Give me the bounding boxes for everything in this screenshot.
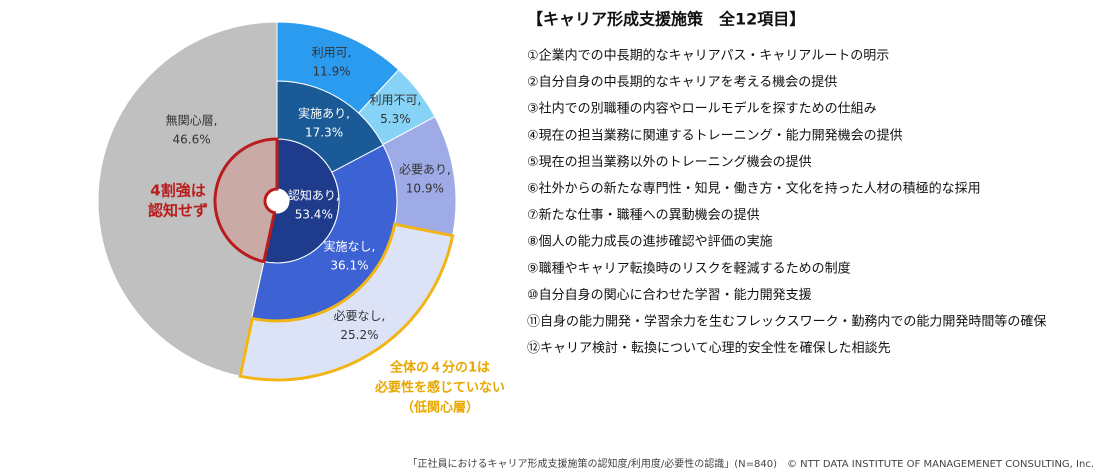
segment-label: 実施なし, [324,239,376,254]
highlight-outline [213,137,279,264]
segment-label: 認知あり, [288,187,340,202]
segment-value-label: 36.1% [330,259,368,273]
highlight-outline [238,222,455,382]
list-item: ⑪自身の能力開発・学習余力を生むフレックスワーク・勤務内での能力開発時間等の確保 [527,314,1046,330]
segment-label: 必要あり, [399,163,451,177]
list-item: ①企業内での中長期的なキャリアパス・キャリアルートの明示 [527,48,889,64]
center-hole [267,191,287,211]
segment-label: 利用不可, [370,93,422,107]
segment-value-label: 46.6% [172,133,210,147]
footer: 「正社員におけるキャリア形成支援施策の認知度/利用度/必要性の認識」(N=840… [408,457,1095,470]
segment-value-label: 17.3% [305,126,343,140]
annotation: 認知せず [148,202,208,220]
list-item: ②自分自身の中長期的なキャリアを考える機会の提供 [527,74,837,90]
annotation: 必要性を感じていない [374,380,505,396]
list-item: ⑩自分自身の関心に合わせた学習・能力開発支援 [527,287,812,303]
annotation: （低関心層） [401,400,479,416]
segment-value-label: 25.2% [340,328,378,342]
annotation: 4割強は [150,182,205,200]
segment-value-label: 10.9% [406,182,444,196]
list-item: ③社内での別職種の内容やロールモデルを探すための仕組み [527,101,877,117]
segment-label: 利用可, [312,45,352,59]
segment-value-label: 53.4% [295,207,333,221]
list-item: ⑤現在の担当業務以外のトレーニング機会の提供 [527,154,812,170]
list-item: ⑨職種やキャリア転換時のリスクを軽減するための制度 [527,260,851,276]
segment-label: 無関心層, [166,113,218,128]
list-item: ⑫キャリア検討・転換について心理的安全性を確保した相談先 [527,340,891,356]
list-item: ⑥社外からの新たな専門性・知見・働き方・文化を持った人材の積極的な採用 [527,181,981,197]
panel-title: 【キャリア形成支援施策 全12項目】 [527,10,805,29]
segment-value-label: 11.9% [313,64,351,78]
segment-label: 必要なし, [334,309,386,323]
list-item: ⑦新たな仕事・職種への異動機会の提供 [527,207,760,223]
annotation: 全体の４分の1は [389,360,490,376]
segment-value-label: 5.3% [380,112,411,126]
segment-label: 実施あり, [298,106,350,121]
list-item: ⑧個人の能力成長の進捗確認や評価の実施 [527,234,773,250]
list-item: ④現在の担当業務に関連するトレーニング・能力開発機会の提供 [527,127,903,143]
